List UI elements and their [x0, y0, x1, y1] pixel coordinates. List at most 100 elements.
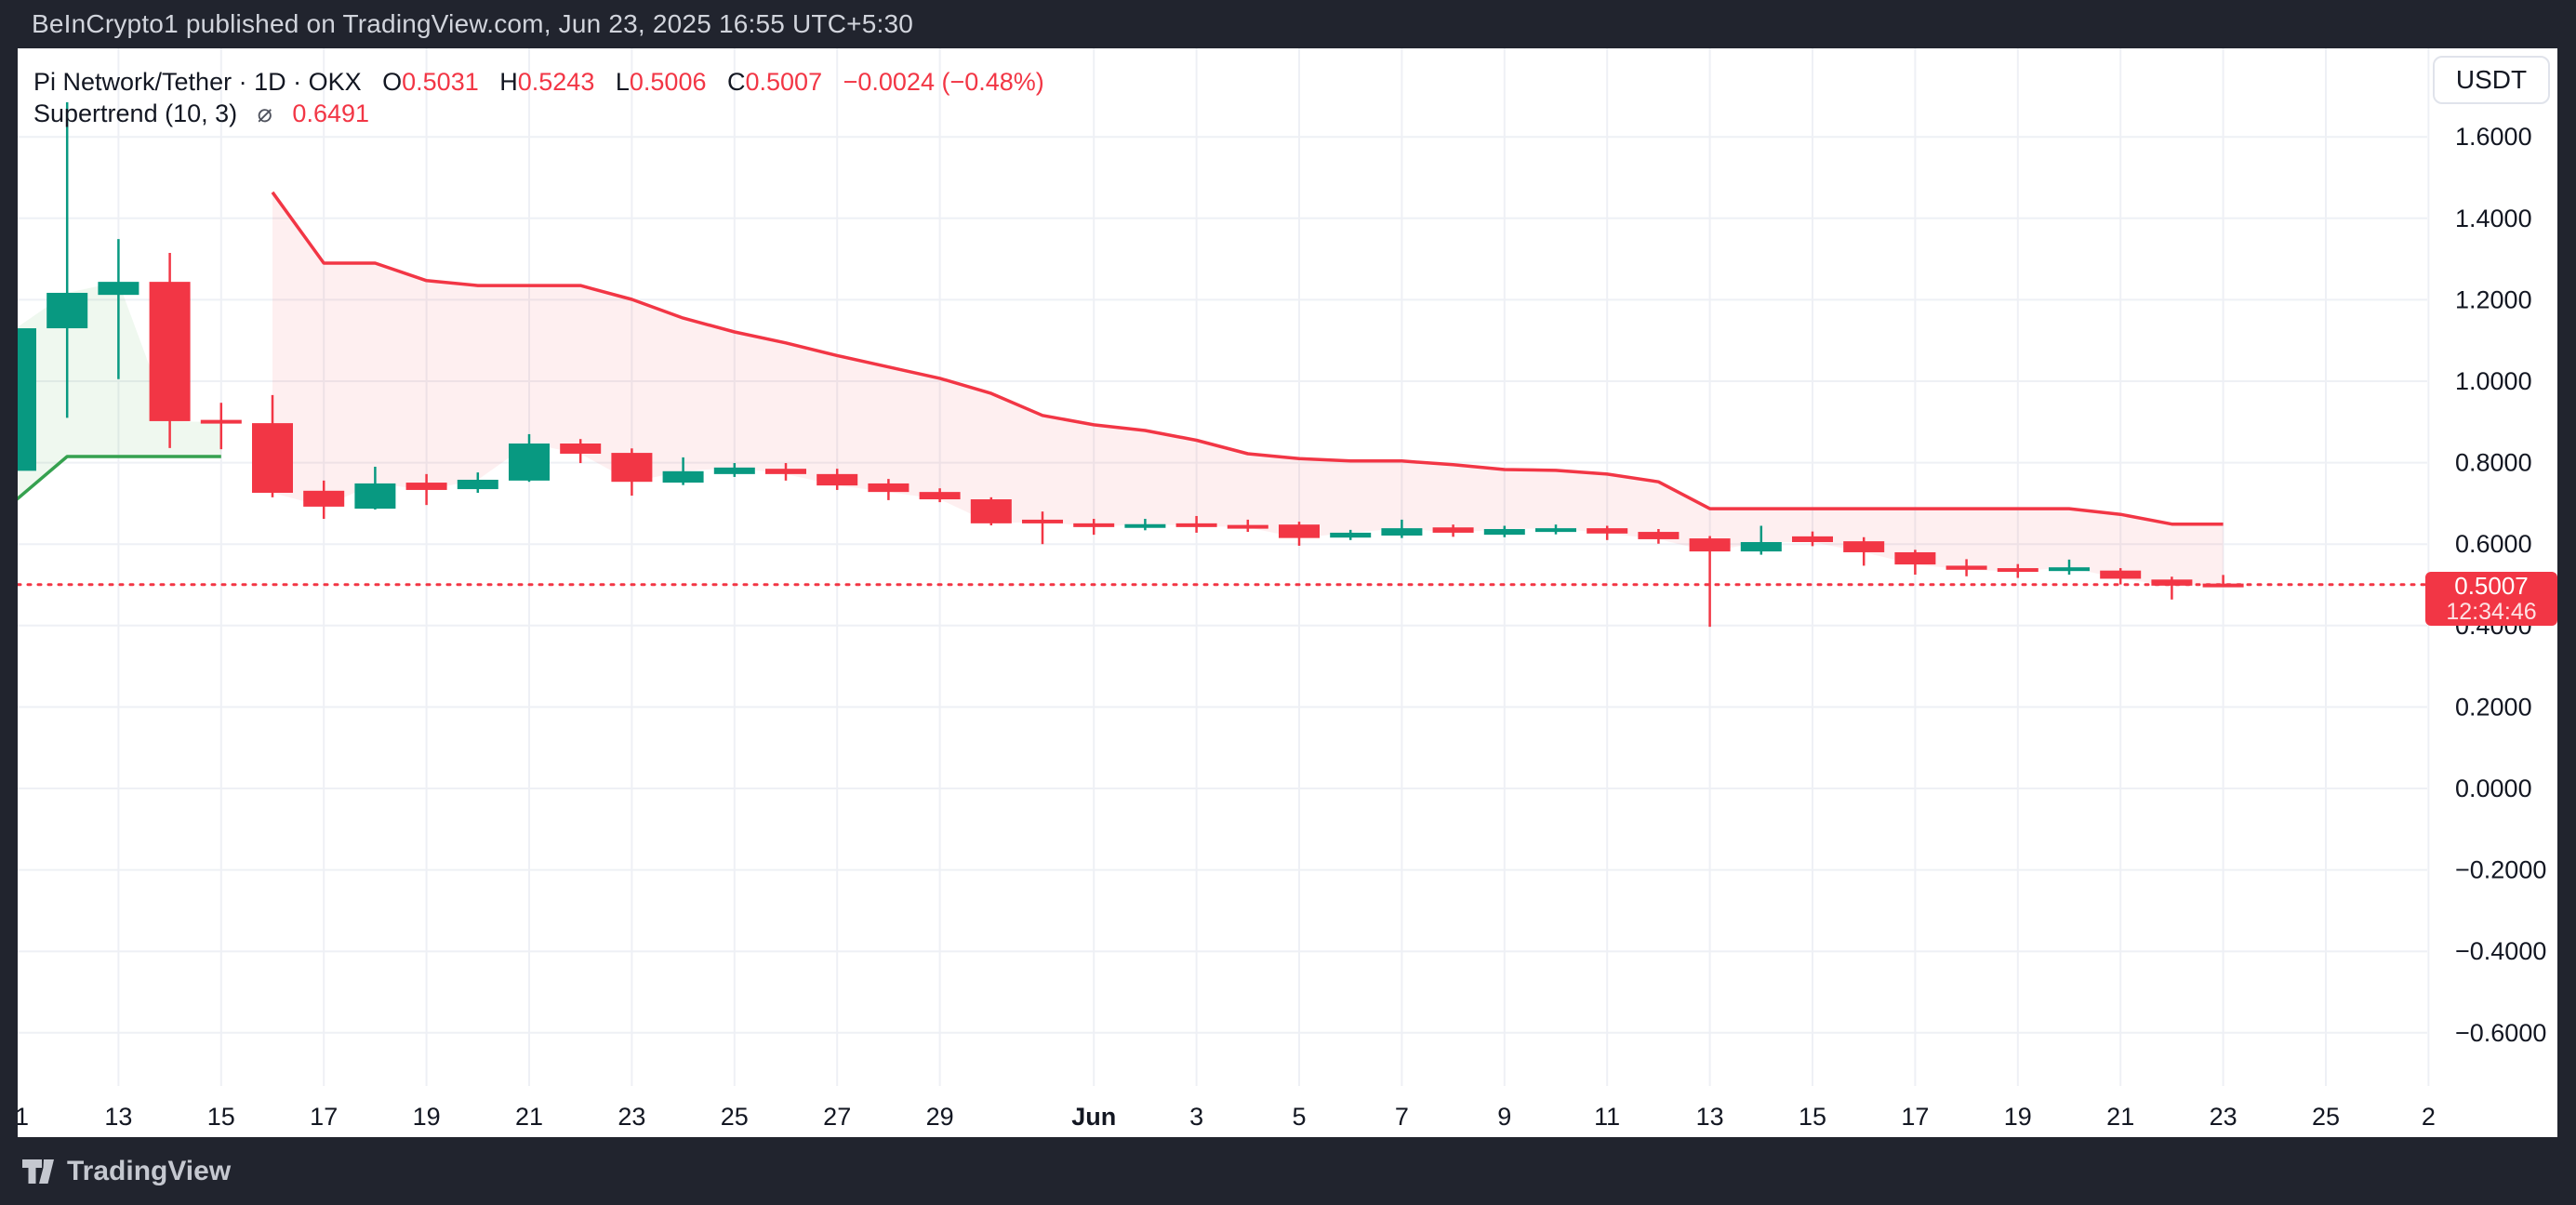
- time-axis-label[interactable]: 13: [1696, 1103, 1724, 1131]
- supertrend-up-line: [14, 455, 221, 502]
- price-axis-label[interactable]: 0.2000: [2455, 693, 2532, 721]
- candle-body: [354, 483, 396, 510]
- candle-body: [868, 483, 910, 493]
- candle-body: [1945, 565, 1987, 570]
- candle-body: [2202, 583, 2244, 588]
- candle-body: [1843, 541, 1885, 552]
- candle-body: [1792, 536, 1833, 543]
- candle-body: [1227, 524, 1268, 529]
- price-axis-label[interactable]: −0.6000: [2455, 1019, 2546, 1047]
- high-label: H0.5243: [499, 68, 595, 96]
- symbol-meta: · 1D · OKX: [232, 68, 362, 96]
- right-frame-strip: [2557, 48, 2576, 1137]
- candle-body: [1432, 527, 1474, 533]
- candle-body: [1330, 532, 1372, 538]
- candle-body: [46, 292, 88, 329]
- time-axis-label[interactable]: 17: [310, 1103, 338, 1131]
- time-axis-label[interactable]: 19: [413, 1103, 441, 1131]
- chart-legend: Pi Network/Tether · 1D · OKX O0.5031 H0.…: [33, 66, 1044, 129]
- candle-body: [1483, 528, 1525, 536]
- change-value: −0.0024 (−0.48%): [843, 68, 1044, 96]
- candle-body: [2049, 567, 2090, 572]
- time-axis-label[interactable]: Jun: [1071, 1103, 1116, 1131]
- price-axis-label[interactable]: 1.6000: [2455, 123, 2532, 151]
- candle-body: [1740, 542, 1782, 552]
- candle-body: [970, 499, 1012, 523]
- candle-body: [1587, 528, 1628, 534]
- time-axis-label[interactable]: 23: [2210, 1103, 2237, 1131]
- diameter-icon: ⌀: [257, 99, 272, 127]
- open-label: O0.5031: [382, 68, 479, 96]
- candle-body: [560, 444, 602, 454]
- last-price-badge: 0.5007 12:34:46: [2425, 572, 2557, 626]
- price-axis-label[interactable]: 1.4000: [2455, 205, 2532, 232]
- candle-body: [713, 467, 755, 474]
- time-axis-label[interactable]: 25: [2312, 1103, 2340, 1131]
- candle-body: [1124, 523, 1166, 528]
- time-axis-label[interactable]: 21: [2106, 1103, 2134, 1131]
- time-axis-label[interactable]: 15: [207, 1103, 235, 1131]
- low-value: 0.5006: [629, 68, 707, 96]
- candle-body: [1535, 528, 1576, 533]
- candle-body: [1073, 523, 1115, 527]
- indicator-title[interactable]: Supertrend (10, 3): [33, 99, 238, 127]
- price-axis-label[interactable]: −0.2000: [2455, 856, 2546, 884]
- candle-body: [1997, 568, 2038, 573]
- open-value: 0.5031: [402, 68, 479, 96]
- candle-body: [919, 492, 961, 500]
- candle-body: [765, 469, 806, 474]
- time-axis-label[interactable]: 29: [926, 1103, 954, 1131]
- time-axis-label[interactable]: 7: [1395, 1103, 1409, 1131]
- price-axis-label[interactable]: 1.2000: [2455, 285, 2532, 313]
- indicator-value: 0.6491: [292, 99, 370, 127]
- candle-body: [509, 444, 550, 481]
- price-axis-label[interactable]: 1.0000: [2455, 367, 2532, 395]
- symbol-legend-row[interactable]: Pi Network/Tether · 1D · OKX O0.5031 H0.…: [33, 66, 1044, 98]
- currency-toggle-button[interactable]: USDT: [2433, 56, 2550, 104]
- time-axis-label[interactable]: 25: [721, 1103, 749, 1131]
- candle-body: [817, 473, 858, 486]
- candle-body: [2100, 570, 2142, 579]
- time-axis-label[interactable]: 23: [617, 1103, 645, 1131]
- time-axis-label[interactable]: 2: [2422, 1103, 2436, 1131]
- time-axis-label[interactable]: 13: [104, 1103, 132, 1131]
- supertrend-down-line: [271, 191, 2224, 526]
- footer-bar: TradingView: [0, 1137, 2576, 1205]
- price-axis-label[interactable]: −0.4000: [2455, 937, 2546, 965]
- bar-countdown: 12:34:46: [2446, 599, 2537, 625]
- close-label: C0.5007: [727, 68, 823, 96]
- price-axis-label[interactable]: 0.0000: [2455, 775, 2532, 802]
- low-label: L0.5006: [615, 68, 707, 96]
- time-axis-label[interactable]: 27: [823, 1103, 851, 1131]
- candle-body: [200, 419, 242, 424]
- time-axis-label[interactable]: 5: [1292, 1103, 1306, 1131]
- candle-body: [98, 282, 139, 296]
- candle-body: [611, 453, 653, 483]
- symbol-title[interactable]: Pi Network/Tether: [33, 68, 232, 96]
- candle-body: [1381, 528, 1423, 536]
- price-axis-label[interactable]: 0.8000: [2455, 449, 2532, 477]
- time-axis-label[interactable]: 11: [1594, 1103, 1620, 1131]
- candle-body: [1689, 538, 1731, 552]
- last-price-value: 0.5007: [2454, 572, 2529, 600]
- price-axis-label[interactable]: 0.6000: [2455, 530, 2532, 558]
- tradingview-logo-icon[interactable]: [20, 1155, 58, 1188]
- tradingview-brand-text[interactable]: TradingView: [67, 1155, 232, 1186]
- time-axis-label[interactable]: 3: [1189, 1103, 1203, 1131]
- candle-body: [149, 282, 191, 421]
- indicator-legend-row[interactable]: Supertrend (10, 3) ⌀ 0.6491: [33, 98, 1044, 129]
- left-frame-strip: [0, 48, 18, 1137]
- supertrend-down-fill: [272, 192, 2224, 586]
- time-axis-label[interactable]: 15: [1799, 1103, 1826, 1131]
- time-axis-label[interactable]: 9: [1497, 1103, 1511, 1131]
- high-value: 0.5243: [517, 68, 595, 96]
- publish-info-bar: BeInCrypto1 published on TradingView.com…: [0, 0, 2576, 48]
- time-axis-label[interactable]: 21: [515, 1103, 543, 1131]
- candle-body: [252, 423, 293, 494]
- candle-body: [1894, 551, 1936, 565]
- time-axis-label[interactable]: 19: [2004, 1103, 2032, 1131]
- time-axis-label[interactable]: 17: [1901, 1103, 1929, 1131]
- candle-body: [662, 470, 704, 483]
